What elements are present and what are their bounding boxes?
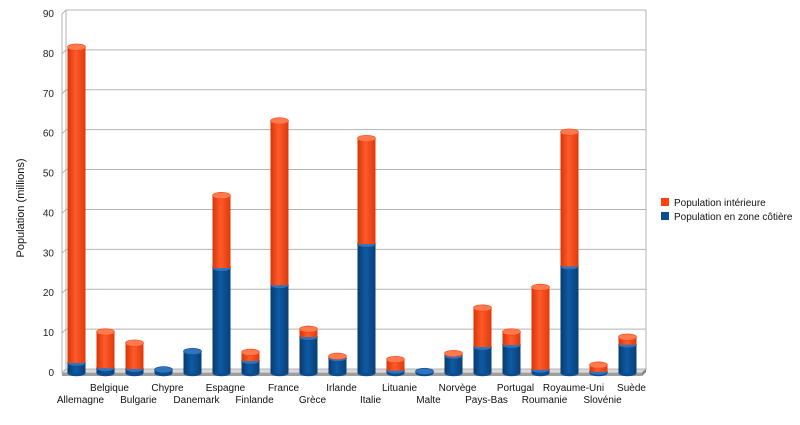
legend-label: Population en zone côtière <box>674 212 793 223</box>
floor-top <box>60 368 648 374</box>
bar-interior-0 <box>67 43 86 364</box>
gridline-side <box>61 89 67 95</box>
bar-coastal-19 <box>618 341 637 377</box>
bar-interior-10 <box>357 134 376 245</box>
gridline-side <box>61 209 67 214</box>
legend-item-0: Population intérieure <box>661 198 766 209</box>
legend-label: Population intérieure <box>674 198 766 209</box>
y-tick-label: 0 <box>48 368 54 379</box>
category-label-7: France <box>268 383 300 394</box>
category-label-8: Grèce <box>299 395 327 406</box>
category-label-16: Roumanie <box>522 395 568 406</box>
y-tick-label: 30 <box>43 248 55 259</box>
bar-interior-2 <box>125 339 144 370</box>
bar-interior-9 <box>328 352 347 360</box>
legend-item-1: Population en zone côtière <box>661 212 793 223</box>
bars <box>67 43 637 377</box>
bar-interior-5 <box>212 191 231 269</box>
y-tick-label: 60 <box>43 129 55 140</box>
gridline-side <box>61 129 67 135</box>
bar-interior-19 <box>618 333 637 345</box>
category-label-9: Irlande <box>326 383 357 394</box>
bar-coastal-17 <box>560 262 579 377</box>
gridline-side <box>61 248 67 254</box>
y-tick-label: 90 <box>43 9 55 20</box>
bar-coastal-10 <box>357 240 376 377</box>
bar-coastal-3 <box>154 366 173 377</box>
bar-interior-14 <box>473 304 492 348</box>
category-label-17: Royaume-Uni <box>543 383 604 394</box>
bar-interior-11 <box>386 355 405 371</box>
bar-interior-13 <box>444 349 463 357</box>
category-label-10: Italie <box>360 395 382 406</box>
bar-interior-8 <box>299 325 318 338</box>
gridline-side <box>61 49 67 55</box>
legend: Population intérieure Population en zone … <box>661 198 793 223</box>
category-label-1: Belgique <box>90 383 129 394</box>
y-tick-label: 80 <box>43 49 55 60</box>
category-label-19: Suède <box>617 383 646 394</box>
category-label-18: Slovénie <box>583 395 622 406</box>
floor-front <box>62 373 642 376</box>
y-tick-label: 10 <box>43 328 55 339</box>
grid <box>61 9 647 374</box>
category-label-15: Portugal <box>497 383 534 394</box>
legend-swatch <box>661 198 669 206</box>
y-tick-label: 70 <box>43 89 55 100</box>
category-label-12: Malte <box>416 395 441 406</box>
category-label-3: Chypre <box>151 383 184 394</box>
bar-interior-16 <box>531 283 550 370</box>
category-label-5: Espagne <box>206 383 246 394</box>
gridline-side <box>61 328 67 334</box>
bar-coastal-14 <box>473 343 492 377</box>
category-label-4: Danemark <box>173 395 220 406</box>
bar-coastal-5 <box>212 264 231 377</box>
legend-swatch <box>661 212 669 220</box>
gridline-side <box>61 288 67 294</box>
bar-coastal-8 <box>299 333 318 377</box>
bar-coastal-4 <box>183 347 202 377</box>
category-label-11: Lituanie <box>382 383 417 394</box>
gridline-side <box>61 169 67 174</box>
y-tick-label: 40 <box>43 208 55 219</box>
bar-coastal-12 <box>415 367 434 377</box>
category-label-14: Pays-Bas <box>465 395 508 406</box>
bar-coastal-15 <box>502 341 521 377</box>
category-label-2: Bulgarie <box>120 395 157 406</box>
bar-interior-6 <box>241 348 260 362</box>
bar-coastal-7 <box>270 281 289 377</box>
category-label-0: Allemagne <box>57 395 105 406</box>
category-label-6: Finlande <box>235 395 274 406</box>
bar-interior-15 <box>502 328 521 346</box>
bar-interior-1 <box>96 328 115 369</box>
bar-interior-7 <box>270 117 289 286</box>
floor <box>60 368 648 376</box>
floor-side <box>642 369 646 376</box>
gridline-side <box>61 9 67 15</box>
bar-interior-18 <box>589 361 608 372</box>
category-label-13: Norvège <box>439 383 477 394</box>
bar-interior-17 <box>560 128 579 267</box>
y-axis-label: Population (millions) <box>15 158 27 257</box>
y-tick-label: 20 <box>43 288 55 299</box>
axes: 0 10 20 30 40 50 60 70 80 90 AllemagneBelgiqueBulg… <box>43 9 647 406</box>
y-tick-label: 50 <box>43 169 55 180</box>
